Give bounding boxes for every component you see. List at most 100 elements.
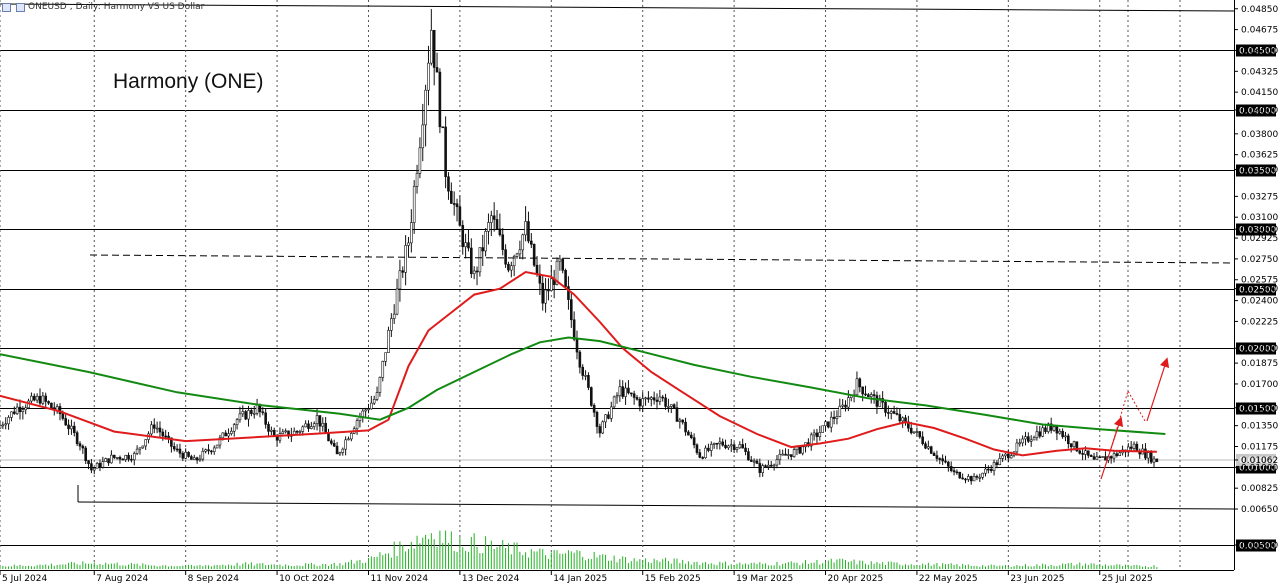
timeframe-label: Daily: — [75, 2, 101, 12]
level-price-tag — [1236, 164, 1276, 177]
candle-body — [658, 396, 662, 402]
candle-body — [929, 446, 933, 454]
candle-body — [924, 443, 927, 449]
candle-body — [967, 476, 970, 480]
candle-body — [735, 447, 739, 450]
candle-body — [301, 426, 305, 432]
candle-body — [732, 444, 736, 450]
candle-body — [847, 397, 850, 408]
candle-body — [455, 203, 459, 208]
candle-body — [198, 458, 202, 461]
candle-body — [507, 263, 510, 271]
level-price-label: 0.03500 — [1239, 167, 1276, 177]
x-tick-label: 14 Jan 2025 — [553, 574, 607, 584]
candle-body — [632, 393, 636, 398]
candle-body — [992, 462, 996, 471]
candle-body — [347, 438, 350, 441]
candle-body — [392, 313, 396, 319]
candle-body — [964, 478, 967, 481]
candle-body — [395, 288, 399, 315]
candle-body — [190, 456, 193, 460]
candle-body — [350, 433, 353, 440]
candle-body — [669, 404, 673, 407]
candle-body — [344, 439, 347, 450]
candle-body — [232, 424, 236, 432]
candle-body — [270, 429, 273, 432]
candle-body — [875, 395, 879, 407]
candle-body — [652, 397, 656, 401]
candle-body — [938, 458, 942, 460]
level-price-tag — [1236, 283, 1276, 296]
candle-body — [947, 461, 950, 467]
candle-body — [627, 387, 630, 394]
candle-body — [915, 431, 919, 433]
candle-body — [709, 444, 713, 451]
candle-body — [1149, 452, 1153, 463]
candle-body — [1087, 450, 1090, 456]
candle-body — [81, 445, 85, 449]
candle-body — [855, 378, 859, 396]
candle-body — [401, 270, 405, 273]
candle-body — [715, 442, 719, 445]
upper-channel-line — [0, 3, 1235, 12]
y-tick-label: 0.01500 — [1241, 404, 1278, 414]
candle-body — [721, 441, 724, 446]
y-tick-label: 0.04675 — [1241, 26, 1278, 36]
candle-body — [444, 126, 447, 178]
candle-body — [1018, 442, 1022, 445]
projection-dotted-path — [1109, 389, 1146, 453]
candle-body — [341, 448, 345, 453]
candle-body — [430, 29, 433, 64]
candle-body — [201, 450, 205, 460]
candle-body — [761, 465, 764, 473]
candle-body — [124, 454, 127, 460]
candle-body — [438, 71, 442, 128]
candle-body — [844, 404, 847, 408]
candle-body — [841, 404, 844, 407]
candle-body — [767, 464, 770, 467]
candle-body — [589, 387, 593, 406]
y-tick-label: 0.03100 — [1241, 213, 1278, 223]
x-tick-label: 11 Nov 2024 — [370, 574, 428, 584]
candle-body — [564, 270, 567, 287]
y-tick-label: 0.02500 — [1241, 285, 1278, 295]
candle-body — [792, 449, 796, 457]
candle-body — [498, 228, 502, 236]
candle-body — [661, 396, 665, 399]
candle-body — [364, 409, 367, 412]
candle-body — [164, 435, 167, 438]
candle-body — [255, 404, 259, 414]
candle-body — [649, 397, 653, 400]
x-tick-label: 20 Apr 2025 — [828, 574, 884, 584]
volume-layer — [0, 530, 1158, 569]
candle-body — [275, 436, 279, 441]
candle-body — [47, 401, 50, 404]
level-price-label: 0.04500 — [1239, 47, 1276, 57]
candle-body — [587, 375, 590, 388]
candle-body — [250, 410, 253, 414]
level-price-label: 0.02500 — [1239, 286, 1276, 296]
candle-body — [318, 415, 322, 427]
candle-body — [887, 412, 890, 414]
candle-body — [404, 245, 407, 273]
candle-body — [952, 470, 956, 473]
y-tick-label: 0.01350 — [1241, 422, 1278, 432]
candle-body — [95, 463, 99, 469]
candle-body — [989, 468, 993, 471]
candle-body — [1055, 426, 1059, 434]
candle-body — [295, 430, 299, 433]
candle-body — [641, 398, 645, 407]
candle-body — [21, 409, 25, 412]
candle-body — [178, 448, 182, 454]
candle-body — [801, 446, 804, 454]
candle-body — [1078, 450, 1082, 454]
candle-body — [1144, 448, 1147, 459]
candle-body — [575, 339, 579, 353]
y-tick-label: 0.01700 — [1241, 380, 1278, 390]
candle-body — [30, 395, 33, 402]
candle-body — [998, 458, 1002, 466]
candle-body — [510, 265, 513, 271]
candle-body — [629, 392, 633, 395]
candle-body — [601, 421, 605, 434]
